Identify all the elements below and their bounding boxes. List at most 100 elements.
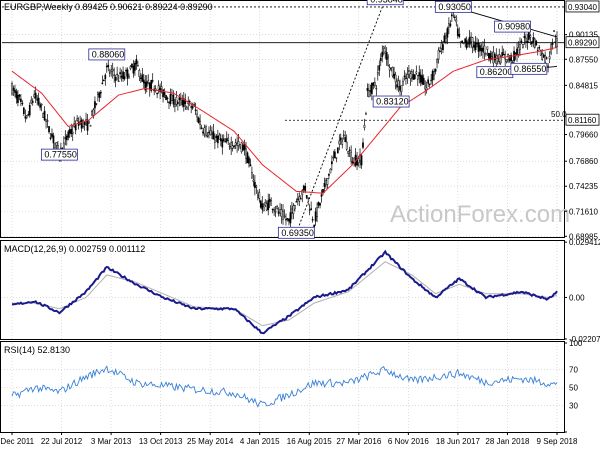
watermark: ActionForex.com [390,201,570,228]
candle-body [128,76,130,79]
price-y-tick-label: 0.76860 [569,157,598,166]
candle-body [496,58,499,62]
price-callout-box [88,48,126,61]
candle-body [443,35,446,43]
candle-body [479,45,481,51]
candle-body [373,82,376,87]
candle-body [224,141,227,143]
candle-body [351,161,354,164]
rsi-y-tick-label: 100 [569,339,583,348]
fibonacci-level-tag: 50.0 [551,110,567,119]
candle-body [150,80,153,91]
candle-body [415,71,418,74]
price-y-tick-label: 0.74235 [569,182,598,191]
candle-body [15,91,18,99]
candle-body [535,40,538,46]
candle-body [251,172,253,179]
candle-body [405,77,407,79]
x-axis-tick-label: 18 Jun 2017 [436,437,481,446]
price-y-tick-label: 0.68985 [569,232,598,241]
candle-body [362,142,364,148]
candle-body [139,77,142,79]
price-y-tick-label: 0.84815 [569,81,598,90]
candle-body [495,55,498,64]
candle-body [517,47,520,55]
candle-body [191,106,194,109]
price-callout-label: 0.88060 [92,49,125,59]
candle-body [151,80,154,82]
candle-body [100,91,102,94]
candle-body [181,99,184,106]
candle-body [209,130,212,136]
candle-body [123,76,126,80]
candle-body [119,72,121,75]
candle-body [553,30,555,32]
candle-body [384,51,387,54]
candle-body [138,69,141,77]
reference-line-axis-label: 0.81160 [568,116,597,125]
price-callout-box [372,95,410,108]
candle-body [488,52,490,59]
candle-body [104,74,107,79]
candle-body [461,40,464,44]
candle-body [334,151,336,159]
candle-body [243,144,246,150]
candle-body [296,198,299,201]
candle-body [188,100,191,103]
candle-body [522,44,524,49]
candle-body [379,57,382,61]
candle-body [160,86,163,90]
candle-body [399,86,401,91]
macd-header: MACD(12,26,9) 0.002759 0.001112 [4,244,145,254]
candle-body [326,178,329,185]
candle-body [132,66,135,74]
candle-body [526,40,529,43]
candle-body [194,109,197,111]
candle-body [62,142,65,150]
candle-body [37,97,40,105]
price-callout-box [510,62,548,75]
candle-body [516,48,518,55]
candle-body [286,218,289,220]
candle-body [175,96,178,105]
price-y-tick-label: 0.79660 [569,131,598,140]
macd-line [11,249,558,335]
price-callout-box [434,0,472,13]
candle-body [421,75,424,85]
candle-body [547,65,549,68]
candle-body [245,148,247,159]
candle-body [376,72,379,75]
rsi-line [11,365,558,408]
candle-body [231,145,234,149]
candle-body [514,52,517,54]
candle-body [28,104,31,116]
x-axis-tick-label: 22 Jul 2012 [41,437,83,446]
candle-body [88,120,90,124]
candle-body [71,131,74,134]
candle-body [378,65,381,71]
candle-body [52,135,55,144]
candle-body [68,129,71,134]
macd-y-tick-label: 0.029412 [569,238,600,247]
candle-body [279,209,281,214]
candle-body [165,95,167,100]
price-y-tick-label: 0.71610 [569,207,598,216]
price-callout-label: 0.83120 [376,97,409,107]
candle-body [169,94,172,105]
candle-body [12,87,15,91]
candle-body [144,81,147,91]
candle-body [363,124,366,128]
candle-body [212,131,215,140]
candle-body [17,95,19,103]
candle-body [371,82,373,94]
candle-body [268,198,271,202]
candle-body [86,119,89,131]
candle-body [304,185,307,192]
candle-body [77,122,80,126]
candle-body [529,35,532,38]
candle-body [89,125,92,127]
candle-body [471,37,474,48]
candle-body [502,53,505,56]
candle-body [470,36,472,43]
candle-body [18,94,21,97]
